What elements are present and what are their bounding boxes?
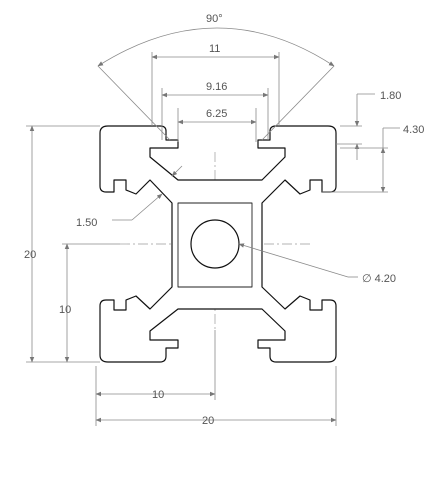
dim-1-80-label: 1.80: [380, 90, 401, 102]
angle-label: 90°: [206, 13, 223, 25]
dim-height-10-label: 10: [59, 304, 71, 316]
dim-1-50-label: 1.50: [76, 217, 97, 229]
dim-11-label: 11: [209, 43, 220, 55]
dim-4-30-label: 4.30: [403, 124, 424, 136]
dim-1-50-arrow-2: [171, 165, 183, 177]
dim-bottom-10-label: 10: [152, 389, 164, 401]
angle-leader-left: [97, 65, 171, 141]
angle-leader-right: [261, 65, 335, 141]
angle-arc: [97, 27, 335, 67]
dim-height-20-label: 20: [24, 249, 36, 261]
dim-bore-leader: [238, 243, 349, 278]
dim-6-25-label: 6.25: [206, 108, 227, 120]
dim-bottom-20-label: 20: [202, 415, 214, 427]
center-bore: [190, 219, 240, 269]
dim-9-16-label: 9.16: [206, 81, 227, 93]
inner-core: [177, 202, 253, 288]
dim-1-50-leader-diag: [131, 193, 163, 221]
dim-bore-label: ∅ 4.20: [362, 273, 396, 285]
